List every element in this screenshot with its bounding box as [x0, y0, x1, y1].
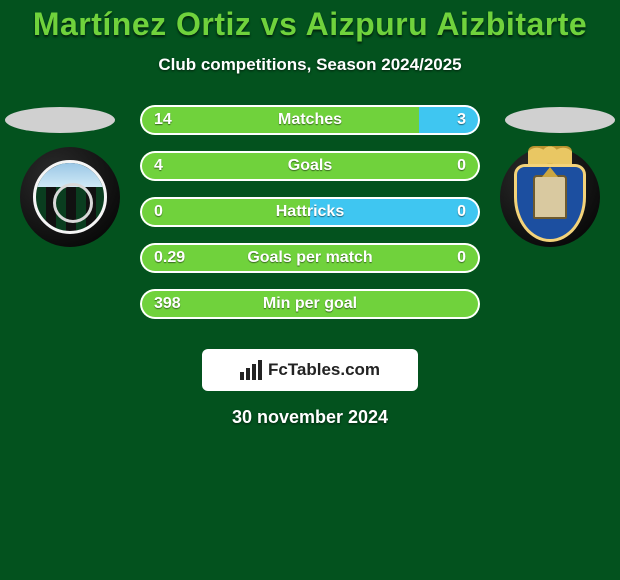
- stat-bar-labels: 0.29Goals per match0: [140, 243, 480, 273]
- stat-metric-label: Goals per match: [212, 249, 408, 267]
- stat-value-left: 4: [154, 157, 212, 175]
- stat-row: 0Hattricks0: [140, 197, 480, 227]
- club-crest-a-icon: [33, 160, 107, 234]
- club-badge-b: [500, 147, 600, 247]
- comparison-content: 14Matches34Goals00Hattricks00.29Goals pe…: [0, 105, 620, 335]
- stat-bar-labels: 14Matches3: [140, 105, 480, 135]
- player-a-name: Martínez Ortiz: [33, 6, 252, 42]
- stat-value-right: 3: [408, 111, 466, 129]
- club-crest-b-icon: [514, 152, 586, 242]
- stat-value-left: 398: [154, 295, 212, 313]
- stat-value-right: 0: [408, 157, 466, 175]
- stat-bar-labels: 398Min per goal: [140, 289, 480, 319]
- stat-metric-label: Goals: [212, 157, 408, 175]
- stat-value-right: 0: [408, 203, 466, 221]
- stat-row: 398Min per goal: [140, 289, 480, 319]
- stat-value-right: 0: [408, 249, 466, 267]
- date-text: 30 november 2024: [0, 407, 620, 428]
- comparison-card: Martínez Ortiz vs Aizpuru Aizbitarte Clu…: [0, 0, 620, 580]
- shield-icon: [514, 164, 586, 242]
- stat-metric-label: Hattricks: [212, 203, 408, 221]
- page-title: Martínez Ortiz vs Aizpuru Aizbitarte: [0, 6, 620, 43]
- bar-chart-icon: [240, 360, 262, 380]
- brand-box: FcTables.com: [202, 349, 418, 391]
- vs-joiner: vs: [261, 6, 298, 42]
- stat-metric-label: Min per goal: [212, 295, 408, 313]
- player-a-shadow: [5, 107, 115, 133]
- stat-bar-labels: 4Goals0: [140, 151, 480, 181]
- club-badge-a: [20, 147, 120, 247]
- stat-value-left: 0: [154, 203, 212, 221]
- player-b-shadow: [505, 107, 615, 133]
- player-b-name: Aizpuru Aizbitarte: [306, 6, 588, 42]
- stat-row: 14Matches3: [140, 105, 480, 135]
- subtitle: Club competitions, Season 2024/2025: [0, 55, 620, 75]
- stat-value-left: 0.29: [154, 249, 212, 267]
- stat-row: 4Goals0: [140, 151, 480, 181]
- stat-value-left: 14: [154, 111, 212, 129]
- stat-metric-label: Matches: [212, 111, 408, 129]
- stat-bar-labels: 0Hattricks0: [140, 197, 480, 227]
- stat-bars: 14Matches34Goals00Hattricks00.29Goals pe…: [140, 105, 480, 335]
- brand-text: FcTables.com: [268, 360, 380, 380]
- stat-row: 0.29Goals per match0: [140, 243, 480, 273]
